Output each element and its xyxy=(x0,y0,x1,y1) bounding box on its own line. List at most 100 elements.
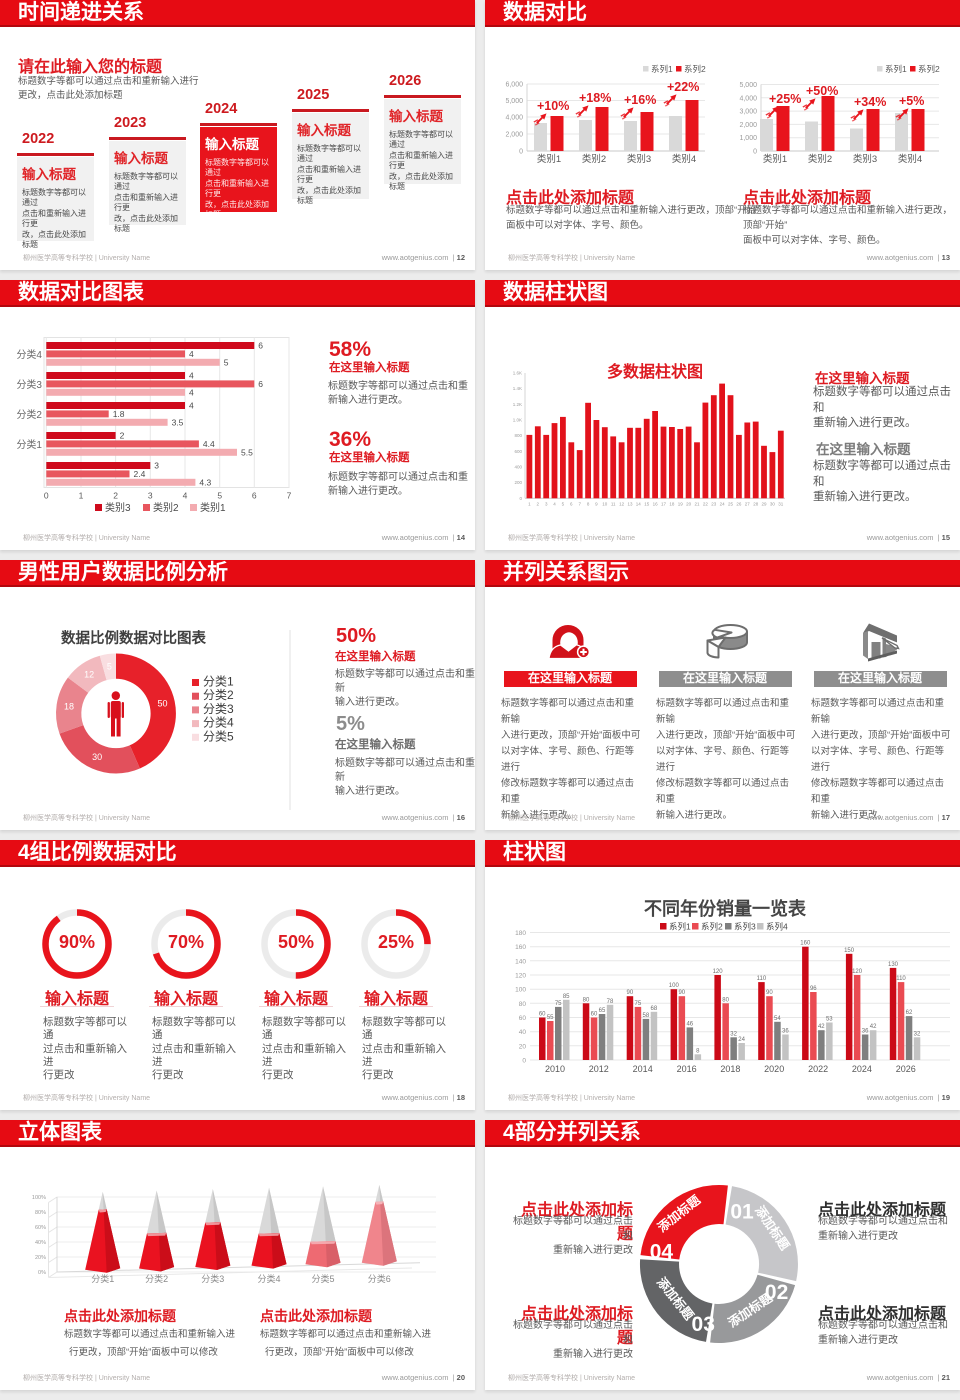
svg-text:+22%: +22% xyxy=(667,80,699,94)
svg-text:19: 19 xyxy=(678,501,684,506)
svg-text:分类3: 分类3 xyxy=(16,378,42,391)
svg-text:60: 60 xyxy=(539,1012,546,1018)
svg-text:分类3: 分类3 xyxy=(203,702,234,716)
svg-text:分类1: 分类1 xyxy=(203,675,234,689)
svg-text:0%: 0% xyxy=(38,1270,46,1276)
svg-text:+10%: +10% xyxy=(537,99,569,113)
svg-text:5: 5 xyxy=(562,501,565,506)
svg-text:140: 140 xyxy=(515,958,526,965)
svg-text:6: 6 xyxy=(258,341,263,351)
svg-text:+16%: +16% xyxy=(624,93,656,107)
svg-text:类别3: 类别3 xyxy=(627,153,651,165)
svg-text:4: 4 xyxy=(189,349,194,359)
svg-text:15: 15 xyxy=(644,501,650,506)
svg-text:2026: 2026 xyxy=(896,1064,916,1074)
svg-text:12: 12 xyxy=(619,501,625,506)
svg-text:60: 60 xyxy=(519,1015,527,1022)
svg-text:2018: 2018 xyxy=(720,1064,740,1074)
svg-text:系列1: 系列1 xyxy=(885,64,907,74)
svg-text:18: 18 xyxy=(64,702,74,712)
svg-text:分类1: 分类1 xyxy=(16,438,42,451)
svg-text:62: 62 xyxy=(906,1010,913,1016)
svg-text:30: 30 xyxy=(770,501,776,506)
svg-text:32: 32 xyxy=(730,1031,737,1037)
svg-text:分类2: 分类2 xyxy=(203,688,234,702)
svg-text:40: 40 xyxy=(519,1029,527,1036)
svg-text:80%: 80% xyxy=(35,1210,46,1216)
svg-text:0: 0 xyxy=(44,491,49,501)
svg-text:1.0K: 1.0K xyxy=(513,418,522,423)
svg-text:5: 5 xyxy=(217,491,222,501)
svg-text:系列3: 系列3 xyxy=(734,922,756,932)
svg-text:4: 4 xyxy=(189,401,194,411)
svg-text:85: 85 xyxy=(563,994,570,1000)
svg-text:6: 6 xyxy=(252,491,257,501)
svg-text:4: 4 xyxy=(189,371,194,381)
svg-text:0: 0 xyxy=(522,1058,526,1065)
svg-text:2,000: 2,000 xyxy=(739,122,757,129)
svg-text:110: 110 xyxy=(896,976,906,982)
svg-text:系列4: 系列4 xyxy=(766,922,788,932)
svg-text:100: 100 xyxy=(669,983,680,989)
svg-text:8: 8 xyxy=(696,1048,700,1054)
svg-text:2010: 2010 xyxy=(545,1064,565,1074)
svg-text:1: 1 xyxy=(528,501,531,506)
svg-text:系列2: 系列2 xyxy=(918,64,940,74)
svg-text:24: 24 xyxy=(720,501,726,506)
svg-text:类别4: 类别4 xyxy=(672,153,696,165)
svg-text:2016: 2016 xyxy=(677,1064,697,1074)
svg-text:2,000: 2,000 xyxy=(505,132,523,139)
svg-text:类别3: 类别3 xyxy=(105,501,131,514)
svg-text:04: 04 xyxy=(650,1240,674,1263)
svg-text:2: 2 xyxy=(113,491,118,501)
svg-text:100: 100 xyxy=(515,987,526,994)
svg-text:90: 90 xyxy=(678,990,685,996)
svg-text:2: 2 xyxy=(120,431,125,441)
svg-text:800: 800 xyxy=(514,433,522,438)
svg-text:系列1: 系列1 xyxy=(669,922,691,932)
svg-text:16: 16 xyxy=(653,501,659,506)
svg-text:60: 60 xyxy=(591,1012,598,1018)
svg-text:01: 01 xyxy=(730,1200,754,1223)
svg-text:58: 58 xyxy=(643,1013,650,1019)
svg-text:类别1: 类别1 xyxy=(763,153,787,165)
svg-text:53: 53 xyxy=(826,1017,833,1023)
svg-text:分类4: 分类4 xyxy=(203,716,234,730)
svg-text:分类5: 分类5 xyxy=(311,1273,334,1284)
svg-text:分类2: 分类2 xyxy=(16,408,42,421)
svg-text:系列1: 系列1 xyxy=(651,64,673,74)
svg-text:分类2: 分类2 xyxy=(145,1273,168,1284)
svg-text:+25%: +25% xyxy=(769,92,801,106)
svg-text:系列2: 系列2 xyxy=(701,922,723,932)
svg-text:400: 400 xyxy=(514,465,522,470)
svg-text:0: 0 xyxy=(753,149,757,156)
svg-text:20%: 20% xyxy=(35,1255,46,1261)
svg-text:2020: 2020 xyxy=(764,1064,784,1074)
svg-text:+18%: +18% xyxy=(579,91,611,105)
svg-text:120: 120 xyxy=(515,973,526,980)
svg-text:3: 3 xyxy=(545,501,548,506)
svg-text:32: 32 xyxy=(914,1031,921,1037)
svg-text:0: 0 xyxy=(519,149,523,156)
svg-text:80: 80 xyxy=(519,1001,527,1008)
svg-text:1.4K: 1.4K xyxy=(513,386,522,391)
svg-text:0: 0 xyxy=(519,496,522,501)
svg-text:分类4: 分类4 xyxy=(257,1273,280,1284)
svg-text:4: 4 xyxy=(189,387,194,397)
svg-text:分类3: 分类3 xyxy=(201,1273,224,1284)
svg-text:分类1: 分类1 xyxy=(91,1273,114,1284)
svg-text:03: 03 xyxy=(692,1313,715,1336)
svg-text:160: 160 xyxy=(515,944,526,951)
svg-text:4.3: 4.3 xyxy=(199,477,211,487)
svg-text:96: 96 xyxy=(810,986,817,992)
svg-text:7: 7 xyxy=(287,491,292,501)
svg-text:6,000: 6,000 xyxy=(505,82,523,89)
svg-text:6: 6 xyxy=(258,379,263,389)
svg-text:40%: 40% xyxy=(35,1240,46,1246)
svg-text:2022: 2022 xyxy=(808,1064,828,1074)
svg-text:150: 150 xyxy=(844,948,855,954)
svg-text:80: 80 xyxy=(583,997,590,1003)
svg-text:24: 24 xyxy=(738,1037,745,1043)
svg-text:1: 1 xyxy=(79,491,84,501)
svg-text:4.4: 4.4 xyxy=(203,439,215,449)
